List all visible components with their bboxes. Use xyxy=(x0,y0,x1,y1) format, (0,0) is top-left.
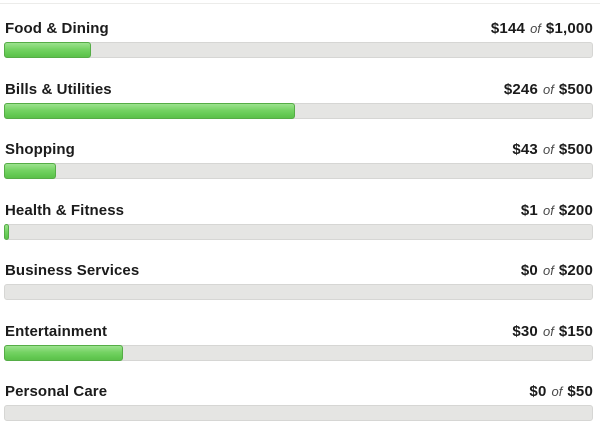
amount-text: $1 of $200 xyxy=(520,201,593,219)
spent-amount: $1 xyxy=(520,201,538,219)
amount-text: $0 of $50 xyxy=(529,384,593,400)
budget-row[interactable]: Personal Care $0 of $50 xyxy=(4,367,593,428)
progress-track xyxy=(4,223,593,240)
spent-amount: $144 xyxy=(490,20,526,37)
progress-track xyxy=(4,42,593,58)
of-word: of xyxy=(551,384,563,399)
budget-row-header: Shopping $43 of $500 xyxy=(4,142,593,158)
budget-row-header: Entertainment $30 of $150 xyxy=(4,322,593,340)
progress-fill xyxy=(4,163,57,179)
spent-amount: $0 xyxy=(529,383,547,400)
category-label: Personal Care xyxy=(5,383,108,400)
budget-amount: $1,000 xyxy=(545,20,593,37)
spent-amount: $43 xyxy=(512,141,538,158)
progress-fill xyxy=(4,102,295,119)
budget-amount: $200 xyxy=(558,201,593,219)
amount-text: $30 of $150 xyxy=(512,322,593,340)
budget-row-header: Health & Fitness $1 of $200 xyxy=(4,201,593,219)
budget-amount: $500 xyxy=(558,141,593,158)
budget-list: Food & Dining $144 of $1,000 Bills & Utili… xyxy=(0,4,600,428)
category-label: Bills & Utilities xyxy=(5,80,112,98)
budget-row[interactable]: Business Services $0 of $200 xyxy=(4,246,593,307)
amount-text: $0 of $200 xyxy=(521,263,593,279)
progress-fill xyxy=(4,223,9,240)
category-label: Health & Fitness xyxy=(5,201,125,219)
budget-row-header: Personal Care $0 of $50 xyxy=(4,384,593,400)
category-label: Shopping xyxy=(5,141,75,158)
category-label: Business Services xyxy=(5,262,140,279)
spent-amount: $30 xyxy=(512,322,538,340)
progress-track xyxy=(4,163,593,179)
of-word: of xyxy=(542,202,554,218)
budget-row-header: Business Services $0 of $200 xyxy=(4,263,593,279)
top-divider xyxy=(0,3,600,4)
budget-row[interactable]: Health & Fitness $1 of $200 xyxy=(4,186,593,247)
of-word: of xyxy=(542,81,554,97)
budget-amount: $150 xyxy=(558,322,593,340)
of-word: of xyxy=(530,21,541,36)
amount-text: $246 of $500 xyxy=(503,80,593,98)
progress-track xyxy=(4,284,593,300)
progress-track xyxy=(4,405,593,421)
budget-row[interactable]: Entertainment $30 of $150 xyxy=(4,307,593,368)
spent-amount: $0 xyxy=(520,262,538,279)
budget-row-header: Bills & Utilities $246 of $500 xyxy=(4,80,593,98)
budget-row-header: Food & Dining $144 of $1,000 xyxy=(4,21,593,37)
progress-fill xyxy=(4,42,91,58)
progress-track xyxy=(4,102,593,119)
of-word: of xyxy=(542,323,554,339)
spent-amount: $246 xyxy=(503,80,538,98)
budget-amount: $500 xyxy=(558,80,593,98)
of-word: of xyxy=(542,263,554,278)
budget-row[interactable]: Food & Dining $144 of $1,000 xyxy=(4,4,593,65)
progress-track xyxy=(4,344,593,361)
of-word: of xyxy=(542,142,554,157)
budget-row[interactable]: Bills & Utilities $246 of $500 xyxy=(4,65,593,126)
budget-amount: $50 xyxy=(567,383,593,400)
amount-text: $144 of $1,000 xyxy=(491,21,593,37)
budget-amount: $200 xyxy=(558,262,593,279)
amount-text: $43 of $500 xyxy=(512,142,593,158)
category-label: Food & Dining xyxy=(5,20,109,37)
progress-fill xyxy=(4,344,124,361)
category-label: Entertainment xyxy=(5,322,108,340)
budget-row[interactable]: Shopping $43 of $500 xyxy=(4,125,593,186)
